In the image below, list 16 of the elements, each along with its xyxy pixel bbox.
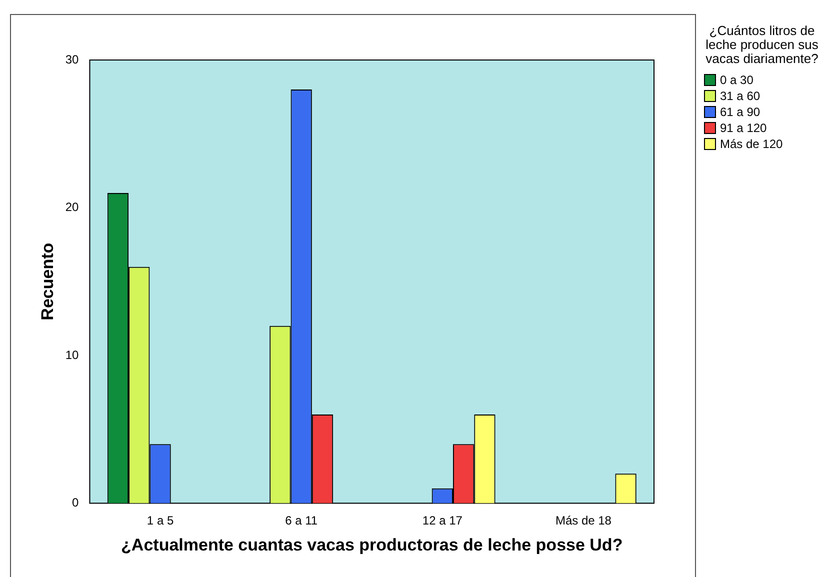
y-tick-label: 10 <box>65 348 80 362</box>
y-tick-label: 20 <box>65 200 80 214</box>
x-tick-label: 1 a 5 <box>146 514 174 528</box>
x-axis-title: ¿Actualmente cuantas vacas productoras de leche posse Ud? <box>121 535 623 554</box>
y-tick-label: 30 <box>65 52 80 66</box>
legend-label: Más de 120 <box>720 136 783 152</box>
legend-label: 31 a 60 <box>720 88 760 104</box>
legend-title: ¿Cuántos litros de leche producen sus vacas diariamente? <box>704 23 820 66</box>
x-tick-label: Más de 18 <box>555 514 612 528</box>
x-tick-label: 12 a 17 <box>422 514 463 528</box>
y-axis-title: Recuento <box>38 242 57 320</box>
legend-label: 0 a 30 <box>720 72 754 88</box>
y-tick-label: 0 <box>72 496 80 510</box>
x-tick-label: 6 a 11 <box>285 514 318 528</box>
legend-label: 91 a 120 <box>720 120 767 136</box>
legend-label: 61 a 90 <box>720 104 760 120</box>
